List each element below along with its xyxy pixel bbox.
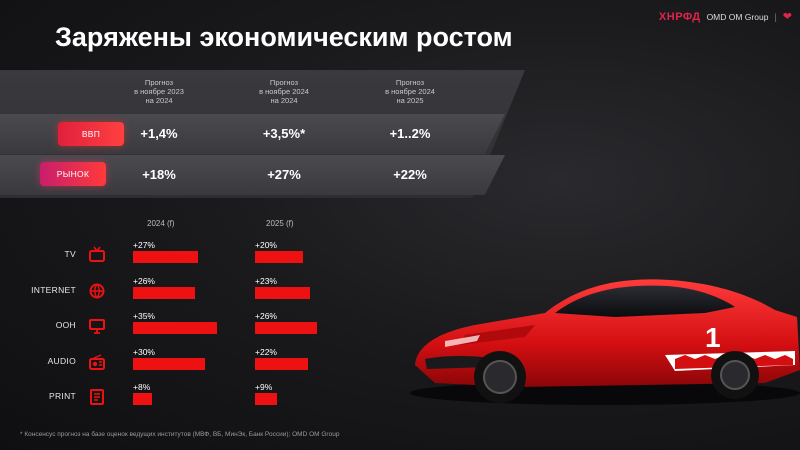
tv-icon: [88, 246, 106, 264]
agency-logo-name: OMD OM Group: [706, 11, 769, 22]
media-bar-2024: [133, 357, 205, 370]
logo-separator: |: [774, 11, 777, 22]
media-bar-2025: [255, 393, 277, 405]
media-bar-2025: [255, 251, 303, 263]
media-bar-2025: [255, 357, 308, 370]
gdp-value-2: +3,5%*: [262, 126, 306, 141]
media-value-2024: +27%: [133, 240, 155, 250]
media-value-2024: +8%: [133, 382, 151, 392]
media-col-2025: 2025 (f): [266, 219, 294, 228]
globe-icon: [88, 282, 106, 300]
gdp-tag: ВВП: [58, 122, 124, 146]
forecast-header-3: Прогноз в ноябре 2024 на 2025: [385, 78, 435, 105]
media-value-2025: +26%: [255, 311, 277, 321]
svg-text:1: 1: [705, 322, 721, 353]
agency-logo-mark: ХНРФД: [658, 10, 701, 23]
media-col-2024: 2024 (f): [147, 219, 175, 228]
media-bar-2024: [133, 322, 217, 334]
media-value-2025: +20%: [255, 240, 277, 250]
media-label: PRINT: [49, 391, 76, 401]
media-bar-2024: [133, 393, 152, 405]
media-value-2025: +9%: [255, 382, 273, 392]
gdp-value-1: +1,4%: [140, 126, 178, 141]
billboard-icon: [88, 317, 106, 335]
media-bar-2024: [133, 286, 195, 299]
forecast-header-1: Прогноз в ноябре 2023 на 2024: [134, 78, 184, 105]
media-label: TV: [64, 249, 76, 259]
media-label: INTERNET: [31, 284, 76, 295]
market-value-3: +22%: [393, 167, 427, 182]
media-bar-2025: [255, 322, 317, 334]
page-title: Заряжены экономическим ростом: [55, 22, 513, 52]
market-value-1: +18%: [142, 167, 176, 182]
media-value-2024: +30%: [133, 346, 155, 357]
newspaper-icon: [88, 388, 106, 406]
market-tag: РЫНОК: [40, 162, 106, 186]
logo-area: ХНРФД OMD OM Group | ❤: [658, 10, 792, 24]
media-bar-2024: [133, 251, 198, 263]
media-label: AUDIO: [47, 355, 76, 366]
gdp-value-3: +1..2%: [389, 126, 431, 141]
media-value-2024: +26%: [133, 275, 155, 286]
forecast-header-2: Прогноз в ноябре 2024 на 2024: [259, 78, 309, 105]
footnote: * Консенсус прогноз на базе оценок ведущ…: [20, 431, 340, 438]
media-value-2025: +23%: [255, 275, 277, 286]
media-value-2025: +22%: [255, 346, 277, 357]
media-bar-2025: [255, 286, 310, 299]
radio-icon: [88, 353, 106, 371]
sports-car-image: 1: [410, 279, 800, 405]
media-label: OOH: [55, 320, 76, 330]
market-value-2: +27%: [267, 167, 301, 182]
heart-icon: ❤: [782, 11, 792, 23]
media-value-2024: +35%: [133, 311, 155, 321]
